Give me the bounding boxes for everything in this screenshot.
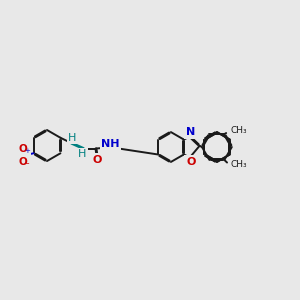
Text: −: − [23,161,29,167]
Text: H: H [68,133,76,143]
Text: N: N [20,150,28,161]
Text: O: O [18,144,27,154]
Text: CH₃: CH₃ [231,126,247,135]
Text: NH: NH [101,139,119,149]
Text: H: H [78,149,87,159]
Text: N: N [186,128,195,137]
Text: O: O [186,157,195,166]
Text: O: O [92,155,102,166]
Text: CH₃: CH₃ [231,160,247,169]
Text: O: O [18,157,27,167]
Text: +: + [25,148,31,154]
